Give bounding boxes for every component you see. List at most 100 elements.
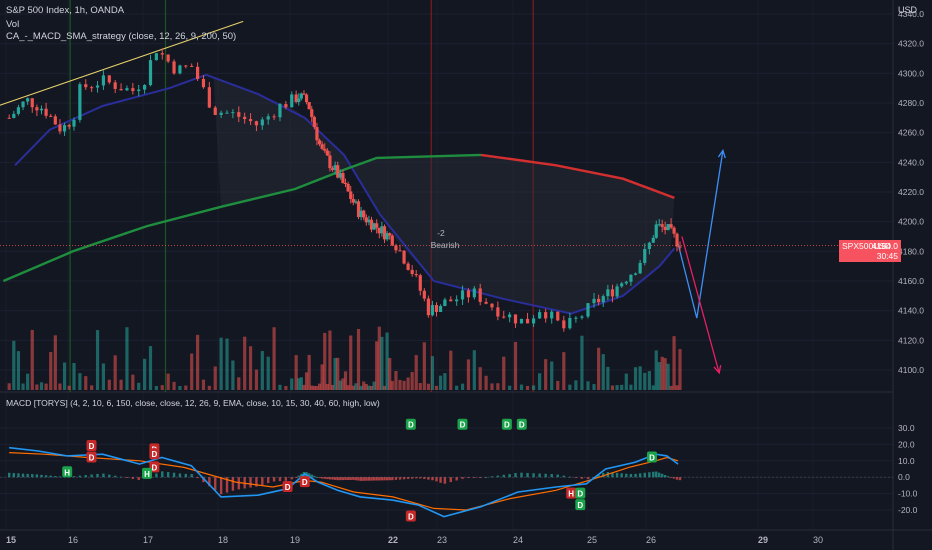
candle-body bbox=[519, 318, 524, 324]
volume-bar bbox=[323, 332, 327, 390]
symbol-title[interactable]: S&P 500 Index, 1h, OANDA bbox=[6, 5, 125, 16]
price-tick-label: 4320.0 bbox=[898, 39, 924, 49]
price-tick-label: 4300.0 bbox=[898, 68, 924, 78]
candle-body bbox=[320, 144, 324, 149]
candle-body bbox=[580, 316, 584, 318]
volume-bar bbox=[385, 332, 389, 390]
time-tick-label: 26 bbox=[646, 535, 656, 545]
volume-bar bbox=[297, 378, 301, 390]
volume-legend[interactable]: Vol bbox=[6, 19, 20, 30]
candle-body bbox=[362, 210, 366, 218]
candle-body bbox=[647, 242, 651, 250]
candle-body bbox=[390, 235, 394, 246]
volume-bar bbox=[39, 382, 44, 390]
volume-bar bbox=[12, 340, 16, 390]
volume-bar bbox=[388, 357, 392, 390]
signal-marker bbox=[501, 418, 512, 430]
price-tick-label: 4280.0 bbox=[898, 98, 924, 108]
macd-histogram-bar bbox=[225, 477, 229, 493]
candle-body bbox=[53, 116, 57, 125]
volume-bar bbox=[190, 353, 194, 390]
macd-histogram-bar bbox=[660, 473, 664, 478]
macd-histogram-bar bbox=[278, 477, 282, 482]
volume-bar bbox=[178, 386, 182, 390]
macd-histogram-bar bbox=[339, 477, 342, 481]
candles[interactable] bbox=[7, 48, 682, 332]
volume-bar bbox=[125, 327, 129, 390]
volume-bar bbox=[207, 385, 211, 390]
macd-histogram-bar bbox=[526, 472, 529, 478]
candle-body bbox=[550, 311, 554, 319]
currency-label[interactable]: USD bbox=[898, 5, 918, 15]
volume-bar bbox=[398, 379, 402, 390]
macd-histogram-bar bbox=[284, 477, 288, 481]
macd-histogram-bar bbox=[108, 474, 111, 478]
volume-bar bbox=[377, 326, 381, 390]
macd-histogram-bar bbox=[35, 474, 39, 478]
volume-bar bbox=[657, 362, 661, 390]
volume-bar bbox=[380, 336, 384, 390]
volume-bar bbox=[113, 355, 117, 390]
candle-body bbox=[449, 299, 453, 302]
price-tick-label: 4180.0 bbox=[898, 246, 924, 256]
candle-body bbox=[35, 107, 39, 111]
volume-bar bbox=[364, 383, 368, 390]
signal-marker-label: D bbox=[519, 421, 525, 430]
macd-histogram-bar bbox=[655, 471, 658, 478]
volume-bar bbox=[654, 350, 658, 390]
macd-histogram-bar bbox=[354, 477, 358, 481]
candle-body bbox=[131, 88, 135, 92]
candle-body bbox=[657, 224, 661, 226]
volume-bar bbox=[195, 334, 200, 390]
macd-tick-label: 0.0 bbox=[898, 472, 910, 482]
candle-body bbox=[369, 219, 374, 230]
candle-body bbox=[478, 288, 482, 302]
candle-body bbox=[367, 219, 371, 223]
volume-bar bbox=[390, 380, 394, 390]
macd-histogram-bar bbox=[394, 477, 398, 480]
macd-histogram-bar bbox=[31, 474, 34, 478]
candle-body bbox=[119, 88, 123, 91]
macd-histogram-bar bbox=[161, 471, 164, 478]
macd-pane[interactable]: DDHDDDHDDDDDDDHDDD bbox=[0, 418, 893, 522]
candle-body bbox=[455, 299, 459, 302]
volume-bar bbox=[354, 383, 358, 390]
signal-marker-label: D bbox=[577, 490, 583, 499]
macd-histogram-bar bbox=[255, 477, 258, 487]
candle-body bbox=[299, 93, 303, 99]
macd-histogram-bar bbox=[643, 472, 646, 478]
candle-body bbox=[148, 60, 153, 86]
volume-bar bbox=[72, 362, 76, 390]
macd-histogram-bar bbox=[26, 473, 29, 478]
macd-histogram-bar bbox=[344, 477, 347, 481]
macd-histogram-bar bbox=[431, 477, 434, 481]
candle-body bbox=[544, 312, 548, 319]
volume-bar bbox=[84, 376, 88, 390]
candle-body bbox=[620, 283, 624, 287]
candle-body bbox=[154, 53, 158, 61]
volume-bar bbox=[434, 385, 439, 390]
price-tick-label: 4160.0 bbox=[898, 276, 924, 286]
candle-body bbox=[260, 119, 264, 126]
signal-marker bbox=[405, 510, 416, 522]
sma200-line-rising bbox=[2, 153, 482, 283]
volume-bar bbox=[369, 385, 374, 390]
volume-bar bbox=[7, 383, 11, 390]
projection-blue bbox=[677, 150, 724, 319]
candle-body bbox=[78, 84, 82, 120]
signal-marker bbox=[149, 448, 160, 460]
signal-marker-label: D bbox=[649, 454, 655, 463]
macd-histogram-bar bbox=[625, 473, 628, 478]
candle-body bbox=[95, 85, 100, 88]
candle-body bbox=[651, 237, 655, 243]
volume-bar bbox=[550, 361, 554, 390]
macd-histogram-bar bbox=[385, 477, 389, 481]
volume-bar bbox=[330, 384, 335, 390]
signal-marker-label: H bbox=[64, 468, 70, 477]
macd-legend[interactable]: MACD [TORYS] (4, 2, 10, 6, 150, close, c… bbox=[6, 398, 380, 408]
candle-body bbox=[113, 82, 117, 89]
macd-histogram-bar bbox=[406, 477, 410, 479]
strategy-legend[interactable]: CA_-_MACD_SMA_strategy (close, 12, 26, 9… bbox=[6, 31, 237, 42]
volume-bar bbox=[647, 371, 651, 390]
